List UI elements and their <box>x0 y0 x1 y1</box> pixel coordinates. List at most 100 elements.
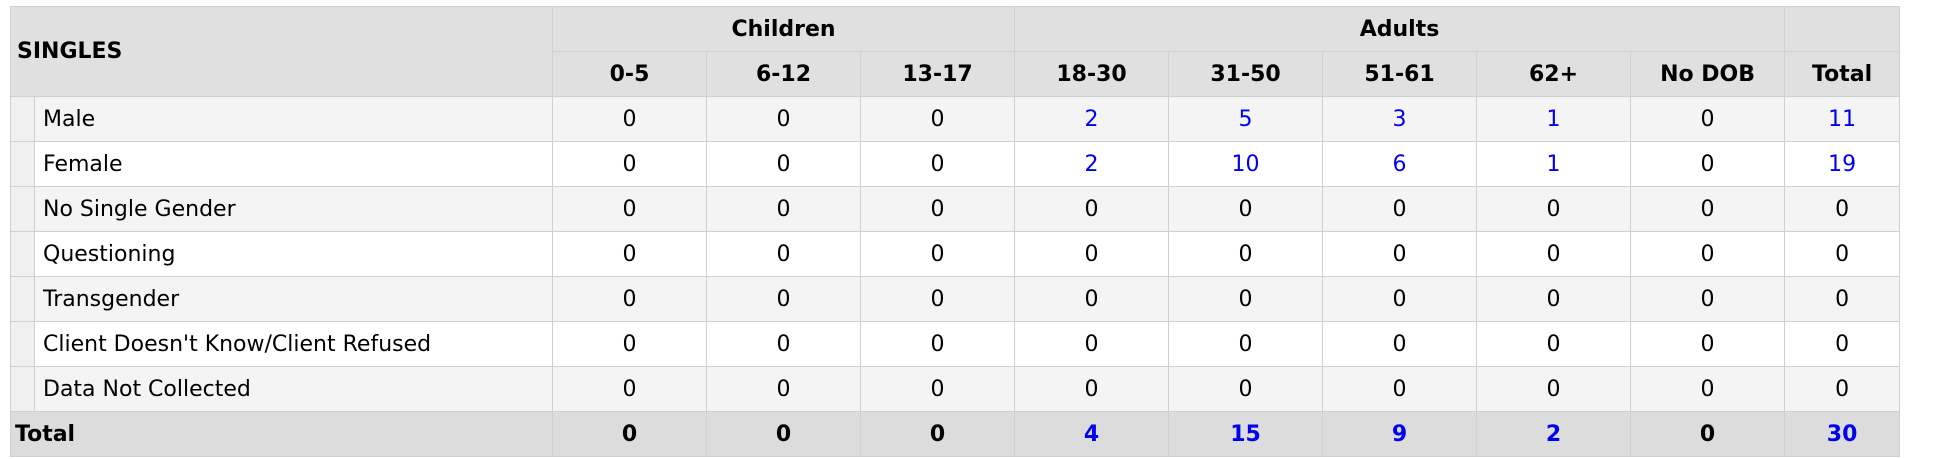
table-body: Male 0 0 0 2 5 3 1 0 11 Female 0 0 0 2 10 6 1 0 19 No Single… <box>10 96 1901 412</box>
cell: 0 <box>1322 231 1478 277</box>
row-label: Client Doesn't Know/Client Refused <box>34 321 553 367</box>
cell: 3 <box>1322 96 1478 142</box>
table-row: No Single Gender 0 0 0 0 0 0 0 0 0 <box>10 186 1901 232</box>
column-header: 51-61 <box>1322 51 1478 97</box>
group-header: Children <box>551 6 1016 52</box>
count-link[interactable]: 9 <box>1391 421 1408 447</box>
cell: 0 <box>706 366 861 412</box>
cell: 30 <box>1784 411 1901 457</box>
cell: 0 <box>1168 321 1324 367</box>
cell: 0 <box>1168 231 1324 277</box>
cell: 0 <box>859 231 1016 277</box>
count-link[interactable]: 10 <box>1231 151 1260 177</box>
cell: 1 <box>1476 141 1632 187</box>
count-link[interactable]: 15 <box>1230 421 1261 447</box>
table-row: Questioning 0 0 0 0 0 0 0 0 0 <box>10 231 1901 277</box>
cell: 0 <box>1168 276 1324 322</box>
cell: 0 <box>1014 321 1170 367</box>
cell: 0 <box>552 321 707 367</box>
count-link[interactable]: 2 <box>1084 151 1099 177</box>
indent <box>10 231 35 277</box>
count-link[interactable]: 19 <box>1828 151 1857 177</box>
count-link[interactable]: 1 <box>1546 106 1561 132</box>
cell: 0 <box>1630 366 1786 412</box>
count-link[interactable]: 5 <box>1238 106 1253 132</box>
row-label: Transgender <box>34 276 553 322</box>
cell: 5 <box>1168 96 1324 142</box>
cell: 9 <box>1322 411 1478 457</box>
cell: 0 <box>1168 186 1324 232</box>
row-label: No Single Gender <box>34 186 553 232</box>
cell: 0 <box>1784 366 1901 412</box>
count-link[interactable]: 6 <box>1392 151 1407 177</box>
cell: 0 <box>552 186 707 232</box>
count-link[interactable]: 11 <box>1828 106 1857 132</box>
cell: 2 <box>1476 411 1632 457</box>
cell: 0 <box>1630 141 1786 187</box>
cell: 6 <box>1322 141 1478 187</box>
cell: 2 <box>1014 141 1170 187</box>
count-link[interactable]: 3 <box>1392 106 1407 132</box>
total-label: Total <box>10 411 553 457</box>
column-header: Total <box>1784 51 1901 97</box>
cell: 0 <box>1784 321 1901 367</box>
group-header: Adults <box>1014 6 1786 52</box>
cell: 0 <box>706 321 861 367</box>
cell: 0 <box>1014 186 1170 232</box>
cell: 0 <box>1322 276 1478 322</box>
cell: 0 <box>1476 276 1632 322</box>
count-link[interactable]: 30 <box>1826 421 1858 447</box>
count-link[interactable]: 2 <box>1084 106 1099 132</box>
cell: 0 <box>1476 321 1632 367</box>
indent <box>10 186 35 232</box>
cell: 10 <box>1168 141 1324 187</box>
column-header: No DOB <box>1630 51 1786 97</box>
indent <box>10 96 35 142</box>
cell: 0 <box>1014 276 1170 322</box>
cell: 0 <box>859 366 1016 412</box>
table-header: SINGLES Children Adults 0-5 6-12 13-17 18-3… <box>10 6 1901 97</box>
cell: 0 <box>552 96 707 142</box>
count-link[interactable]: 4 <box>1083 421 1100 447</box>
row-label: Male <box>34 96 553 142</box>
cell: 0 <box>706 186 861 232</box>
table-row: Client Doesn't Know/Client Refused 0 0 0 0 0 0… <box>10 321 1901 367</box>
cell: 0 <box>706 141 861 187</box>
cell: 0 <box>706 276 861 322</box>
cell: 4 <box>1014 411 1170 457</box>
cell: 0 <box>1476 186 1632 232</box>
indent <box>10 276 35 322</box>
cell: 0 <box>859 141 1016 187</box>
column-header: 0-5 <box>552 51 707 97</box>
column-header: 62+ <box>1476 51 1632 97</box>
table-row: Female 0 0 0 2 10 6 1 0 19 <box>10 141 1901 187</box>
cell: 0 <box>1784 276 1901 322</box>
table-row: Data Not Collected 0 0 0 0 0 0 0 0 0 <box>10 366 1901 412</box>
cell: 0 <box>552 231 707 277</box>
cell: 0 <box>859 96 1016 142</box>
cell: 0 <box>1014 231 1170 277</box>
table-row: Male 0 0 0 2 5 3 1 0 11 <box>10 96 1901 142</box>
cell: 0 <box>1476 366 1632 412</box>
singles-table: SINGLES Children Adults 0-5 6-12 13-17 18-3… <box>10 6 1901 457</box>
cell: 0 <box>1322 321 1478 367</box>
column-header: 31-50 <box>1168 51 1324 97</box>
cell: 0 <box>552 366 707 412</box>
cell: 0 <box>1630 186 1786 232</box>
cell: 0 <box>1630 96 1786 142</box>
empty-header <box>1784 6 1901 52</box>
cell: 0 <box>859 321 1016 367</box>
cell: 0 <box>1322 366 1478 412</box>
count-link[interactable]: 1 <box>1546 151 1561 177</box>
count-link[interactable]: 2 <box>1545 421 1562 447</box>
cell: 0 <box>552 276 707 322</box>
row-label: Female <box>34 141 553 187</box>
cell: 11 <box>1784 96 1901 142</box>
column-header: 13-17 <box>859 51 1016 97</box>
cell: 2 <box>1014 96 1170 142</box>
cell: 0 <box>552 411 707 457</box>
cell: 0 <box>1476 231 1632 277</box>
cell: 0 <box>1322 186 1478 232</box>
cell: 15 <box>1168 411 1324 457</box>
